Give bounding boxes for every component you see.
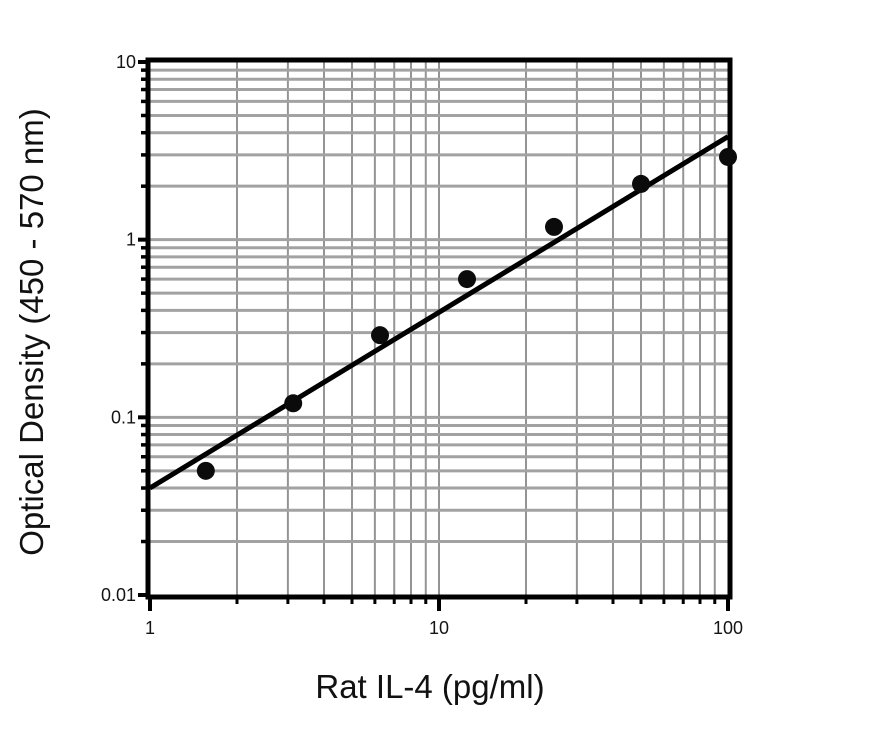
y-tick-label: 0.1 <box>111 407 136 427</box>
y-axis-title: Optical Density (450 - 570 nm) <box>13 108 50 556</box>
x-tick-label: 10 <box>429 618 449 638</box>
plot-frame <box>145 57 733 600</box>
data-point <box>458 270 477 289</box>
x-axis-title: Rat IL-4 (pg/ml) <box>315 668 545 705</box>
trend-line <box>148 134 730 491</box>
y-tick-label: 0.01 <box>101 585 136 605</box>
y-tick-label: 1 <box>126 230 136 250</box>
data-point <box>719 147 737 166</box>
data-point <box>196 461 215 480</box>
x-tick-label: 1 <box>145 618 155 638</box>
data-point <box>545 217 564 236</box>
data-point <box>632 174 651 193</box>
x-tick-label: 100 <box>713 618 743 638</box>
data-point <box>371 326 390 345</box>
data-point <box>284 394 303 413</box>
y-tick-label: 10 <box>116 52 136 72</box>
